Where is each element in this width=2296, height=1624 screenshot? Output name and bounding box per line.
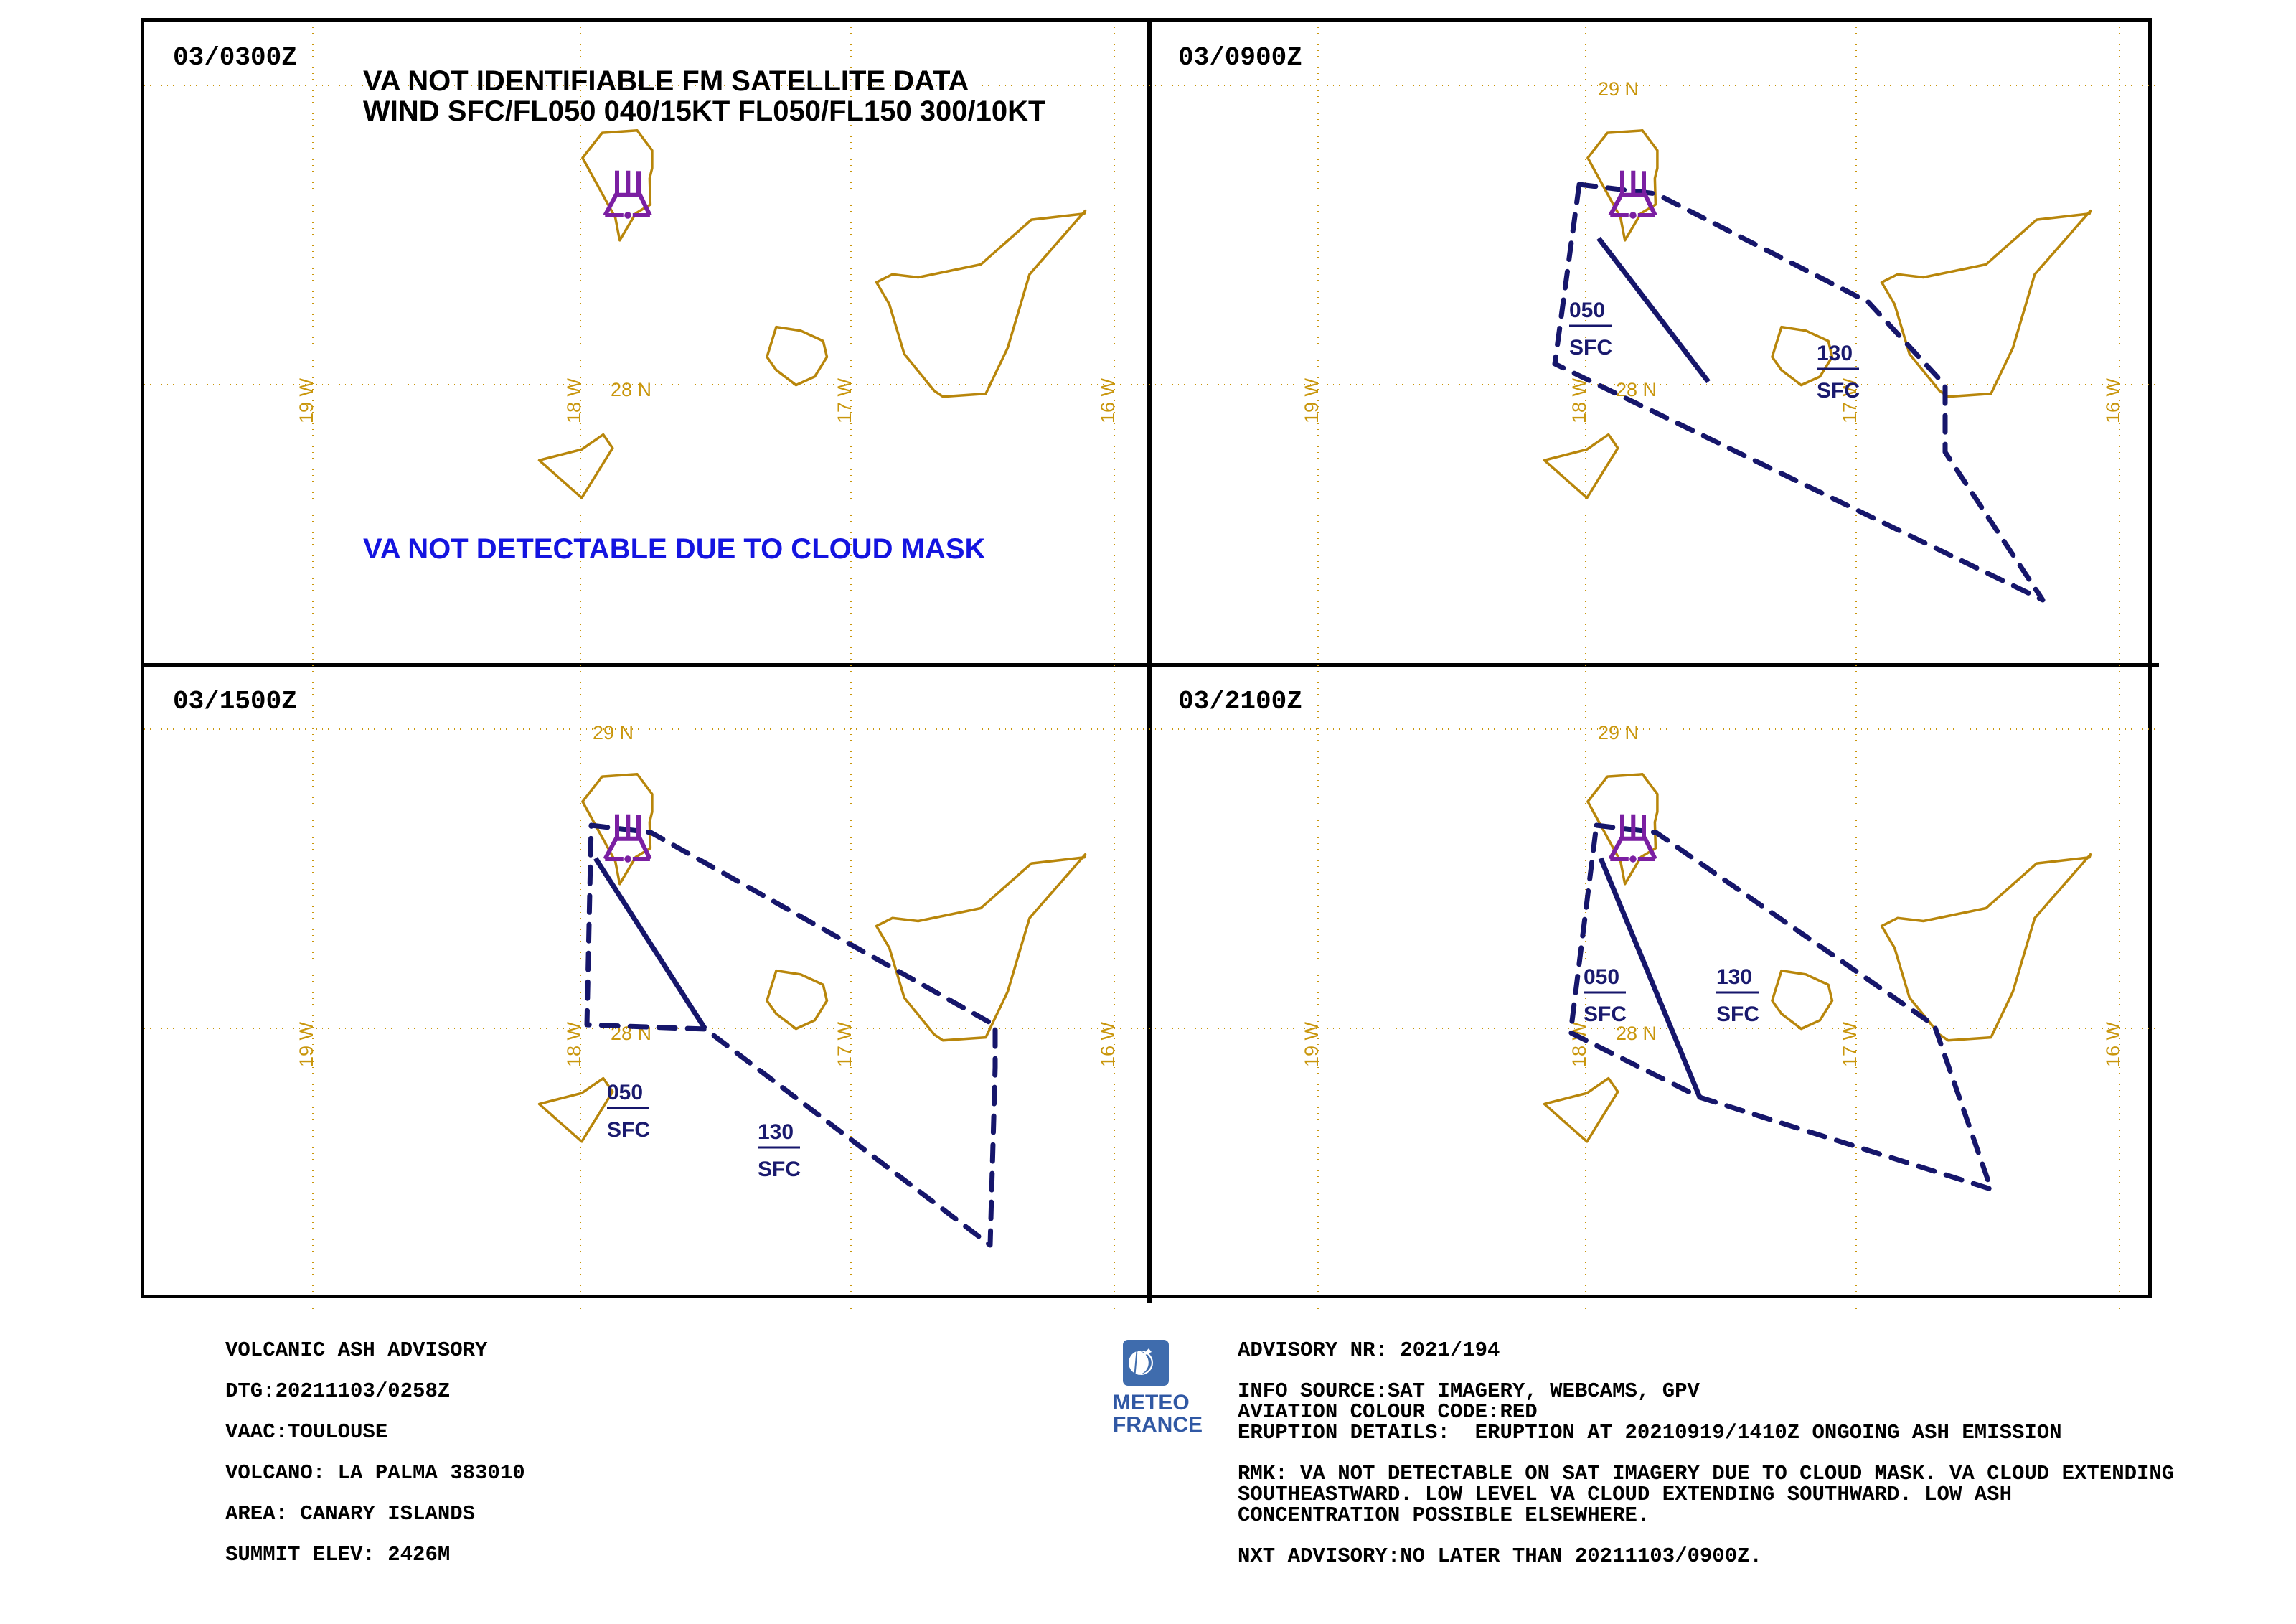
svg-text:18 W: 18 W: [563, 377, 585, 423]
svg-text:17 W: 17 W: [1839, 1021, 1860, 1067]
svg-text:130: 130: [1716, 965, 1752, 989]
svg-text:SFC: SFC: [1817, 379, 1860, 403]
svg-text:SFC: SFC: [1569, 336, 1612, 360]
svg-text:19 W: 19 W: [296, 377, 317, 423]
svg-text:050: 050: [1584, 965, 1619, 989]
svg-text:29 N: 29 N: [593, 722, 634, 743]
svg-text:29 N: 29 N: [1598, 722, 1639, 743]
svg-text:050: 050: [607, 1081, 643, 1104]
svg-text:SFC: SFC: [607, 1118, 650, 1142]
svg-text:28 N: 28 N: [611, 379, 651, 400]
svg-text:SFC: SFC: [1584, 1003, 1627, 1026]
svg-text:18 W: 18 W: [1568, 377, 1590, 423]
svg-text:VA NOT IDENTIFIABLE FM SATELLI: VA NOT IDENTIFIABLE FM SATELLITE DATA: [363, 65, 969, 97]
svg-text:VA NOT DETECTABLE DUE TO CLOUD: VA NOT DETECTABLE DUE TO CLOUD MASK: [363, 533, 986, 565]
svg-text:18 W: 18 W: [563, 1021, 585, 1067]
svg-text:16 W: 16 W: [2102, 1021, 2124, 1067]
svg-text:29 N: 29 N: [1598, 78, 1639, 100]
svg-text:SFC: SFC: [1716, 1003, 1759, 1026]
svg-text:WIND SFC/FL050 040/15KT FL050/: WIND SFC/FL050 040/15KT FL050/FL150 300/…: [363, 95, 1045, 127]
svg-text:03/0300Z: 03/0300Z: [173, 43, 297, 72]
svg-text:130: 130: [1817, 342, 1853, 365]
svg-text:130: 130: [758, 1120, 794, 1144]
svg-text:050: 050: [1569, 299, 1605, 322]
svg-text:19 W: 19 W: [296, 1021, 317, 1067]
svg-text:16 W: 16 W: [1097, 377, 1119, 423]
svg-text:17 W: 17 W: [834, 1021, 855, 1067]
svg-text:03/0900Z: 03/0900Z: [1178, 43, 1302, 72]
svg-text:28 N: 28 N: [1616, 379, 1657, 400]
svg-text:16 W: 16 W: [1097, 1021, 1119, 1067]
svg-text:03/1500Z: 03/1500Z: [173, 687, 297, 716]
svg-text:SFC: SFC: [758, 1158, 801, 1181]
svg-text:19 W: 19 W: [1301, 377, 1322, 423]
svg-text:17 W: 17 W: [834, 377, 855, 423]
svg-text:03/2100Z: 03/2100Z: [1178, 687, 1302, 716]
svg-text:16 W: 16 W: [2102, 377, 2124, 423]
svg-text:18 W: 18 W: [1568, 1021, 1590, 1067]
svg-text:19 W: 19 W: [1301, 1021, 1322, 1067]
